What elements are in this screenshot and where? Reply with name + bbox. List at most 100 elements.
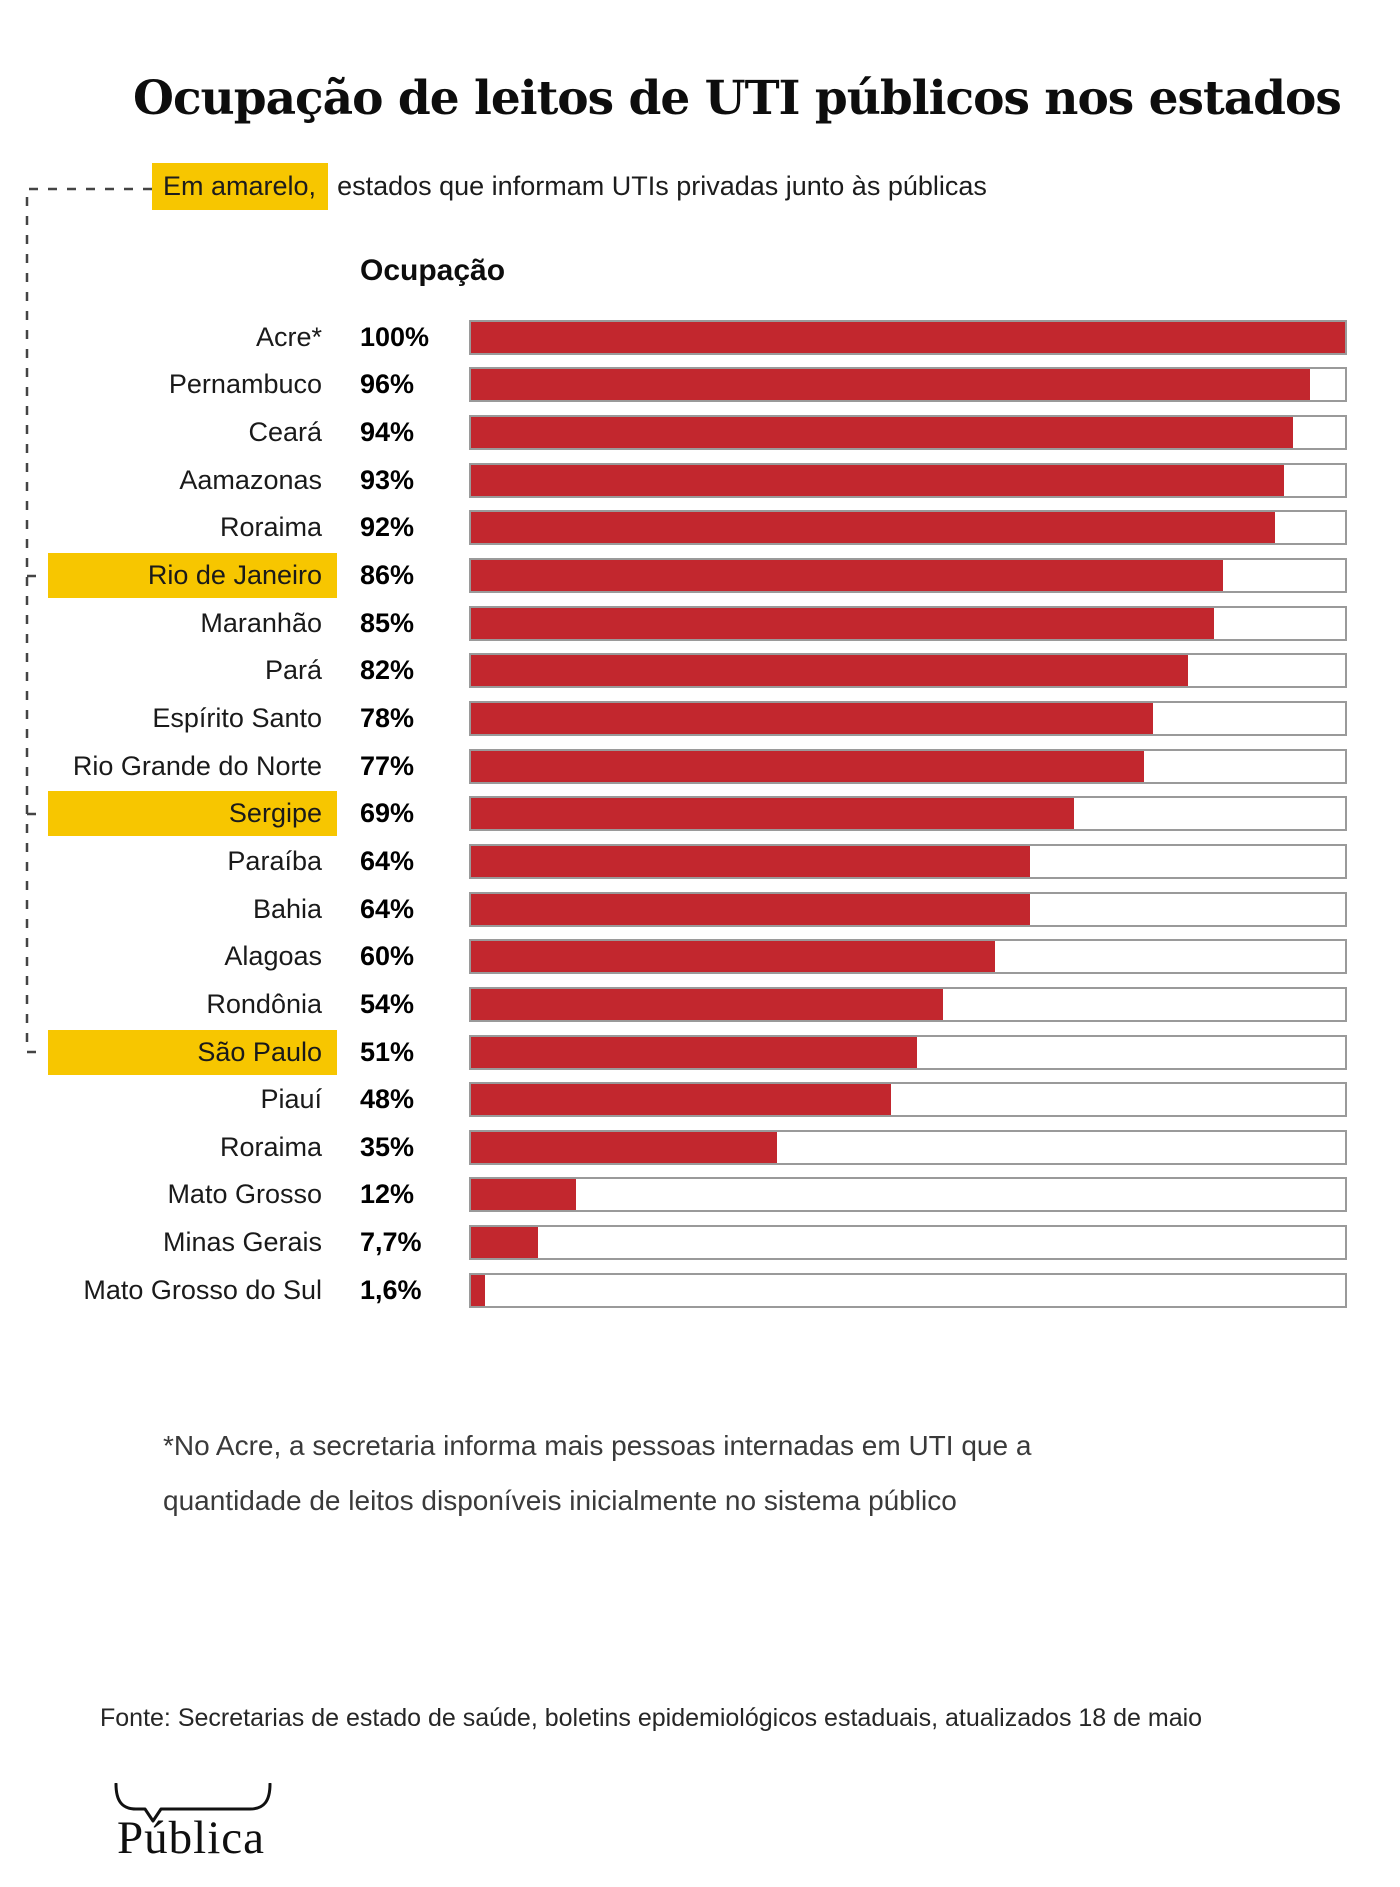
bar-track <box>469 986 1347 1022</box>
bar-track <box>469 1225 1347 1260</box>
bar-fill <box>471 560 1223 591</box>
table-row: Pernambuco 96% <box>0 361 1400 409</box>
value-label: 60% <box>360 941 415 972</box>
state-label: Roraima <box>219 512 322 543</box>
state-label: Pernambuco <box>168 369 322 400</box>
table-row: Mato Grosso 12% <box>0 1171 1400 1219</box>
value-label: 7,7% <box>360 1227 422 1257</box>
bar-track <box>469 939 1347 975</box>
source-credit: Fonte: Secretarias de estado de saúde, b… <box>100 1704 1203 1732</box>
table-row: Paraíba 64% <box>0 838 1400 886</box>
bar-track <box>469 510 1347 546</box>
value-label: 86% <box>360 560 415 590</box>
state-label: Piauí <box>260 1084 322 1115</box>
bar-fill <box>471 1084 891 1116</box>
table-row: Ceará 94% <box>0 409 1400 457</box>
footnote-line-1: *No Acre, a secretaria informa mais pess… <box>163 1430 1032 1461</box>
bar-track <box>469 367 1347 403</box>
table-row: Alagoas 60% <box>0 933 1400 981</box>
state-label: Paraíba <box>227 845 322 876</box>
state-label: Maranhão <box>200 607 322 638</box>
table-row: Rio de Janeiro 86% <box>0 552 1400 600</box>
table-row: Bahia 64% <box>0 886 1400 934</box>
bar-track <box>469 1177 1347 1213</box>
table-row: Sergipe 69% <box>0 790 1400 838</box>
value-label: 94% <box>360 417 415 447</box>
table-row: Pará 82% <box>0 647 1400 695</box>
table-row: Mato Grosso do Sul 1,6% <box>0 1267 1400 1315</box>
value-label: 93% <box>360 464 415 495</box>
state-label: Espírito Santo <box>152 702 322 733</box>
table-row: Aamazonas 93% <box>0 457 1400 505</box>
logo-wordmark: Pública <box>117 1812 265 1864</box>
bar-fill <box>471 1274 485 1306</box>
table-row: Roraima 35% <box>0 1124 1400 1172</box>
bar-fill <box>471 369 1311 401</box>
bar-track <box>469 1129 1347 1165</box>
value-label: 1,6% <box>360 1274 422 1305</box>
bar-fill <box>471 1131 777 1163</box>
table-row: Minas Gerais 7,7% <box>0 1219 1400 1267</box>
bar-fill <box>471 845 1031 877</box>
state-label: Mato Grosso <box>167 1179 322 1210</box>
bar-fill <box>471 321 1345 353</box>
bar-track <box>469 891 1347 927</box>
value-label: 82% <box>360 655 415 686</box>
bar-fill <box>471 417 1293 448</box>
state-label: Rondônia <box>206 988 322 1019</box>
page-title: Ocupação de leitos de UTI públicos nos e… <box>133 71 1342 127</box>
state-label: Minas Gerais <box>162 1227 322 1257</box>
table-row: Rondônia 54% <box>0 981 1400 1029</box>
state-label: Acre* <box>255 321 322 352</box>
yellow-highlight-chip: Em amarelo, <box>152 163 329 210</box>
value-label: 64% <box>360 845 415 876</box>
state-label: São Paulo <box>48 1029 337 1075</box>
bar-fill <box>471 1036 917 1068</box>
state-label: Sergipe <box>48 791 337 837</box>
bar-track <box>469 1272 1347 1308</box>
value-label: 78% <box>360 702 415 733</box>
subtitle: Em amarelo, estados que informam UTIs pri… <box>152 163 987 210</box>
value-label: 51% <box>360 1036 415 1067</box>
bar-track <box>469 843 1347 879</box>
table-row: Piauí 48% <box>0 1076 1400 1124</box>
value-label: 12% <box>360 1179 415 1210</box>
bar-track <box>469 1082 1347 1118</box>
bar-fill <box>471 607 1214 639</box>
table-row: São Paulo 51% <box>0 1029 1400 1077</box>
footnote-line-2: quantidade de leitos disponíveis inicial… <box>163 1485 957 1516</box>
footnote: *No Acre, a secretaria informa mais pess… <box>163 1418 1031 1528</box>
bar-fill <box>471 750 1144 782</box>
state-label: Ceará <box>248 417 322 447</box>
state-label: Pará <box>264 655 322 686</box>
value-label: 48% <box>360 1084 415 1115</box>
brace-icon <box>114 1783 272 1823</box>
bar-fill <box>471 1179 576 1211</box>
table-row: Maranhão 85% <box>0 600 1400 648</box>
state-label: Rio Grande do Norte <box>72 750 322 781</box>
bar-track <box>469 319 1347 355</box>
bar-track <box>469 462 1347 498</box>
value-label: 100% <box>360 321 430 352</box>
bar-fill <box>471 702 1153 734</box>
bar-fill <box>471 655 1188 687</box>
bar-fill <box>471 1227 539 1258</box>
value-label: 35% <box>360 1131 415 1162</box>
table-row: Rio Grande do Norte 77% <box>0 743 1400 791</box>
bar-track <box>469 748 1347 784</box>
value-label: 92% <box>360 512 415 543</box>
bar-track <box>469 700 1347 736</box>
bar-fill <box>471 464 1284 496</box>
bar-fill <box>471 941 996 973</box>
bar-fill <box>471 512 1276 544</box>
bar-track <box>469 1034 1347 1070</box>
bar-track <box>469 796 1347 832</box>
table-row: Acre* 100% <box>0 314 1400 362</box>
bar-fill <box>471 798 1075 830</box>
state-label: Aamazonas <box>179 464 322 495</box>
subtitle-rest: estados que informam UTIs privadas junto… <box>337 171 987 201</box>
state-label: Mato Grosso do Sul <box>83 1274 322 1305</box>
value-label: 69% <box>360 798 415 829</box>
column-header-ocupacao: Ocupação <box>360 254 506 287</box>
